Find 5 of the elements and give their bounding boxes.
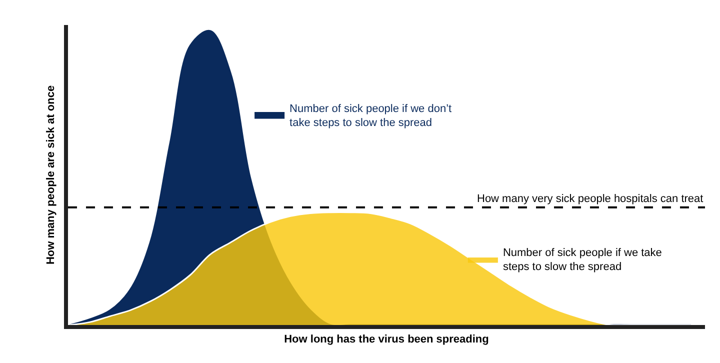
legend-label: Number of sick people if we don’t take steps to slow the spread xyxy=(290,102,452,130)
y-axis-title: How many people are sick at once xyxy=(45,85,58,265)
legend-label: Number of sick people if we take steps to slow the spread xyxy=(502,246,662,274)
ref-line-label: How many very sick people hospitals can treat xyxy=(477,193,704,205)
x-axis-title: How long has the virus been spreading xyxy=(284,334,489,346)
